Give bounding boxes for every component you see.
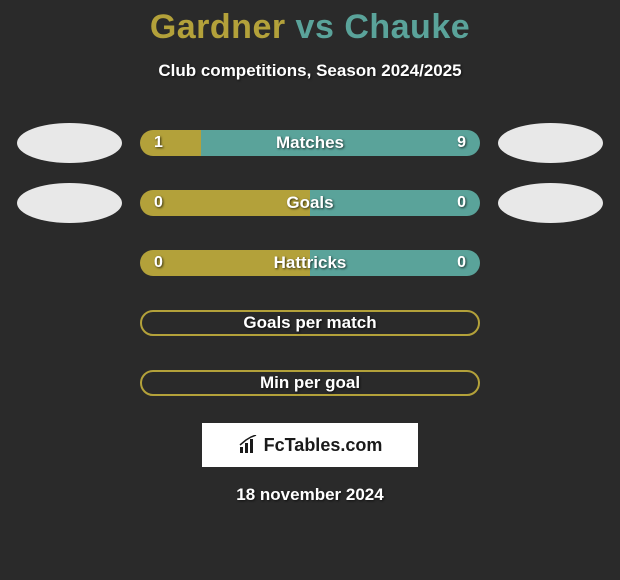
bar-fill-left: 0 <box>140 250 310 276</box>
comparison-infographic: Gardner vs Chauke Club competitions, Sea… <box>0 0 620 505</box>
stat-row-empty: Goals per match <box>0 303 620 343</box>
stat-row: 00Goals <box>0 183 620 223</box>
stat-right-value: 0 <box>457 194 466 212</box>
stat-left-value: 1 <box>154 134 163 152</box>
chart-icon <box>238 435 258 455</box>
bar-fill-right: 0 <box>310 250 480 276</box>
stat-row: 00Hattricks <box>0 243 620 283</box>
page-title: Gardner vs Chauke <box>0 8 620 47</box>
player1-name: Gardner <box>150 8 286 46</box>
stat-left-value: 0 <box>154 194 163 212</box>
stat-left-value: 0 <box>154 254 163 272</box>
player2-avatar <box>498 183 603 223</box>
stat-bar: 19Matches <box>140 130 480 156</box>
stat-bar-empty: Min per goal <box>140 370 480 396</box>
player2-name: Chauke <box>344 8 470 46</box>
branding-badge: FcTables.com <box>202 423 418 467</box>
stat-bar-empty: Goals per match <box>140 310 480 336</box>
stat-row-empty: Min per goal <box>0 363 620 403</box>
stat-label: Min per goal <box>260 373 360 393</box>
bar-fill-left: 1 <box>140 130 201 156</box>
stat-right-value: 0 <box>457 254 466 272</box>
stats-area: 19Matches00Goals00HattricksGoals per mat… <box>0 123 620 403</box>
stat-label: Goals per match <box>243 313 376 333</box>
stat-bar: 00Hattricks <box>140 250 480 276</box>
stat-bar: 00Goals <box>140 190 480 216</box>
bar-fill-right: 0 <box>310 190 480 216</box>
player1-avatar <box>17 123 122 163</box>
bar-fill-right: 9 <box>201 130 480 156</box>
player1-avatar <box>17 183 122 223</box>
date-label: 18 november 2024 <box>0 485 620 505</box>
subtitle: Club competitions, Season 2024/2025 <box>0 61 620 81</box>
bar-fill-left: 0 <box>140 190 310 216</box>
player2-avatar <box>498 123 603 163</box>
vs-separator: vs <box>296 8 335 46</box>
stat-row: 19Matches <box>0 123 620 163</box>
stat-right-value: 9 <box>457 134 466 152</box>
branding-text: FcTables.com <box>264 435 383 456</box>
